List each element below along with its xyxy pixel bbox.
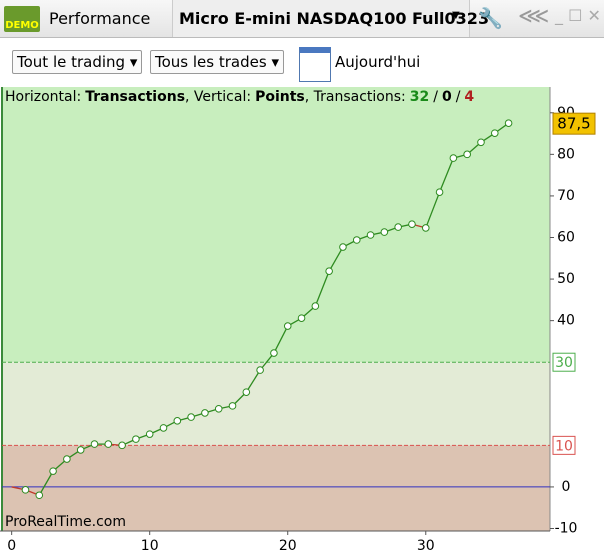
point xyxy=(380,228,389,236)
dropdown-arrow[interactable]: ▼ xyxy=(452,10,460,21)
point xyxy=(49,467,57,475)
calendar-icon[interactable] xyxy=(299,47,331,82)
line-segment xyxy=(38,470,54,496)
point xyxy=(159,424,168,432)
y-tick-label: 40 xyxy=(557,313,575,329)
value-label-box xyxy=(552,112,596,135)
y-tick-label: 50 xyxy=(557,271,575,287)
y-tick-label: 60 xyxy=(557,229,575,245)
info-sep2: / xyxy=(456,89,461,105)
x-tick-label: 10 xyxy=(141,538,159,554)
point xyxy=(21,486,30,494)
trades: Tous les trades xyxy=(155,53,267,71)
line-segment xyxy=(425,191,441,229)
point xyxy=(394,223,402,231)
info-line: Horizontal: Transactions, Vertical: Points… xyxy=(5,89,474,105)
line-segment xyxy=(438,157,454,193)
point xyxy=(421,224,430,232)
info-h_label: Horizontal: xyxy=(5,89,81,105)
chart: 3010-100405060708090010203087,5Horizonta… xyxy=(0,87,596,554)
point xyxy=(104,440,113,448)
info-v_label: , Vertical: xyxy=(185,89,251,105)
period[interactable]: Aujourd'hui xyxy=(335,53,421,71)
zone-lower xyxy=(2,445,550,531)
info-v_value: Points xyxy=(255,89,305,105)
point xyxy=(90,440,99,448)
info-h_value: Transactions xyxy=(85,89,185,105)
line-segment xyxy=(314,270,330,307)
point xyxy=(408,220,416,228)
line-segment xyxy=(245,369,261,393)
point xyxy=(214,404,223,413)
toolbar: DEMO Performance Micro E-mini NASDAQ100 … xyxy=(0,0,604,38)
zone-middle xyxy=(2,362,550,446)
point xyxy=(366,231,375,239)
info-wins: 32 xyxy=(410,89,429,105)
x-tick-label: 30 xyxy=(417,538,435,554)
point xyxy=(270,349,278,357)
settings-icon[interactable]: 🔧 xyxy=(478,6,503,30)
info-sep1: / xyxy=(433,89,438,105)
point xyxy=(228,402,237,410)
y-tick-label: 0 xyxy=(562,479,571,495)
point xyxy=(201,409,209,417)
trades-select[interactable]: Tous les trades ▾ xyxy=(150,50,284,74)
scope: Tout le trading xyxy=(17,53,126,71)
value-label: 87,5 xyxy=(557,115,590,133)
point xyxy=(283,322,292,330)
point xyxy=(297,314,306,322)
instrument[interactable]: Micro E-mini NASDAQ100 Full0323 xyxy=(179,9,490,28)
line-segment xyxy=(273,325,289,354)
point xyxy=(187,413,195,421)
point xyxy=(463,150,471,159)
demo-badge: DEMO xyxy=(4,6,40,32)
point xyxy=(63,455,71,463)
point xyxy=(76,446,85,454)
y-tick-label: 70 xyxy=(557,188,575,204)
point xyxy=(132,435,140,443)
scope-select[interactable]: Tout le trading ▾ xyxy=(12,50,143,74)
info-losses: 4 xyxy=(464,89,474,105)
point xyxy=(118,441,126,450)
point xyxy=(256,366,264,374)
y-tick-label: 80 xyxy=(557,146,575,162)
point xyxy=(242,388,251,396)
point xyxy=(490,129,499,137)
point xyxy=(35,491,44,500)
watermark: ProRealTime.com xyxy=(5,514,126,530)
x-tick-label: 0 xyxy=(7,538,16,554)
info-t_label: , Transactions: xyxy=(305,89,406,105)
point xyxy=(325,267,333,275)
instrument-box[interactable] xyxy=(172,0,470,37)
point xyxy=(352,236,361,244)
point xyxy=(145,430,154,438)
threshold-label: 30 xyxy=(555,355,573,371)
tab[interactable]: Performance xyxy=(49,9,151,28)
point xyxy=(435,188,444,196)
zone-upper xyxy=(2,87,550,363)
threshold-box xyxy=(552,352,576,372)
y-tick-label: -10 xyxy=(555,521,578,537)
point xyxy=(477,138,485,147)
point xyxy=(173,417,182,425)
point xyxy=(339,243,347,251)
threshold-box xyxy=(552,435,576,455)
x-tick-label: 20 xyxy=(279,538,297,554)
window-controls[interactable]: _ ☐ ✕ xyxy=(555,6,601,25)
line-segment xyxy=(328,246,344,272)
point xyxy=(311,302,320,310)
point xyxy=(504,119,513,127)
threshold-label: 10 xyxy=(555,438,573,454)
point xyxy=(449,154,458,162)
share-icon[interactable]: ⋘ xyxy=(518,4,550,29)
info-even: 0 xyxy=(442,89,452,105)
